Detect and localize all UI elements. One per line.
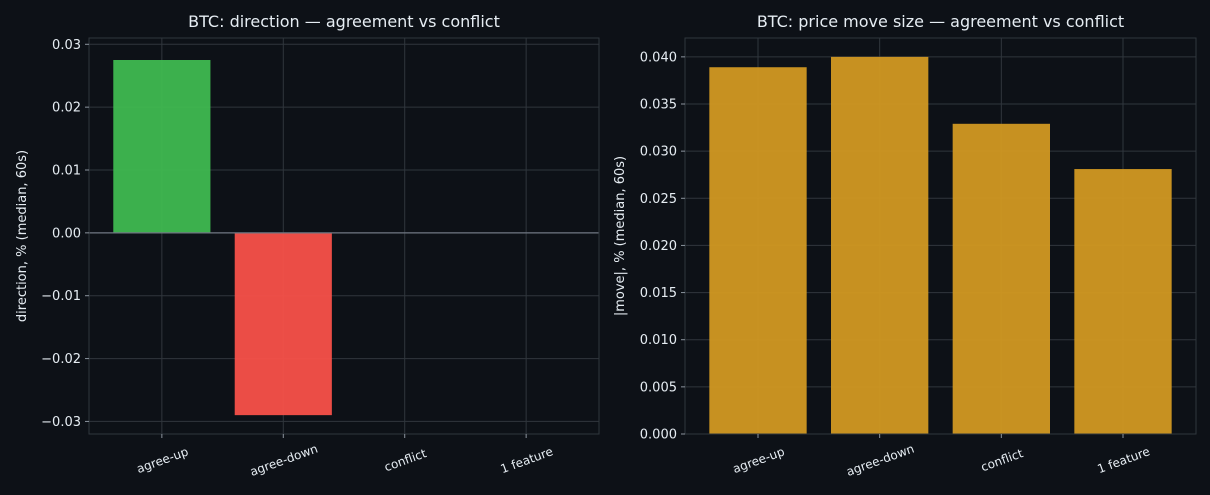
y-tick-label: −0.01 (41, 289, 81, 304)
y-tick-label: 0.030 (640, 145, 677, 160)
y-tick-label: 0.01 (52, 164, 81, 179)
chart-title: BTC: price move size — agreement vs conf… (757, 12, 1124, 31)
y-axis-label: |move|, % (median, 60s) (613, 156, 628, 316)
x-tick-label: agree-up (135, 444, 191, 476)
plot-frame (88, 37, 600, 435)
x-tick-label: 1 feature (1095, 444, 1151, 476)
y-tick-label: 0.035 (640, 98, 677, 113)
chart-1: −0.03 −0.02 −0.01 0.00 0.01 0.02 0.03 agree-up a… (15, 12, 600, 479)
x-tick-label: agree-up (731, 444, 787, 476)
chart-2: 0.000 0.005 0.010 0.015 0.020 0.025 0.030 0.035… (613, 12, 1197, 479)
y-tick-label: 0.02 (52, 101, 81, 116)
bar-agree-down (831, 56, 929, 434)
y-tick-label: −0.02 (41, 352, 81, 367)
y-tick-label: 0.010 (640, 333, 677, 348)
x-tick-label: conflict (382, 446, 428, 474)
y-tick-label: 0.005 (640, 380, 677, 395)
x-tick-label: agree-down (248, 442, 320, 479)
x-tick-label: 1 feature (499, 444, 555, 476)
y-tick-label: 0.00 (52, 226, 81, 241)
y-axis-label: direction, % (median, 60s) (15, 150, 30, 322)
bar-agree-up (709, 67, 807, 434)
x-tick-label: conflict (979, 446, 1025, 474)
chart-title: BTC: direction — agreement vs conflict (188, 12, 500, 31)
bar-1-feature (1074, 169, 1172, 435)
y-tick-label: 0.03 (52, 38, 81, 53)
y-tick-label: 0.015 (640, 286, 677, 301)
bar-conflict (952, 123, 1050, 435)
x-tick-label: agree-down (844, 442, 916, 479)
y-tick-label: 0.040 (640, 50, 677, 65)
y-tick-label: 0.025 (640, 192, 677, 207)
y-tick-label: −0.03 (41, 415, 81, 430)
bar-agree-down (234, 232, 332, 416)
bar-agree-up (113, 60, 211, 233)
y-tick-label: 0.020 (640, 239, 677, 254)
plot-frame (684, 37, 1197, 435)
y-tick-label: 0.000 (640, 428, 677, 443)
